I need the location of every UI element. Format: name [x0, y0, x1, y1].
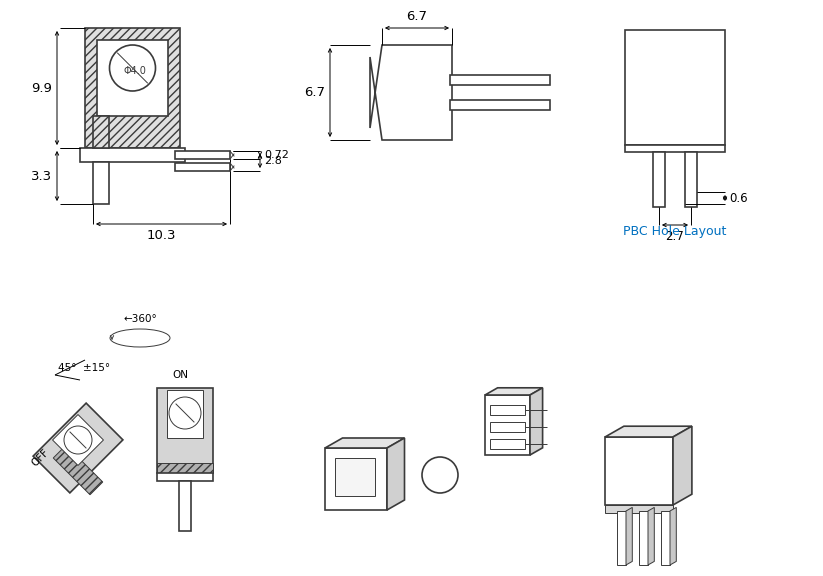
Text: 0.72: 0.72	[264, 150, 289, 160]
Circle shape	[169, 397, 201, 429]
Text: Φ4.0: Φ4.0	[123, 66, 146, 76]
Polygon shape	[605, 437, 673, 505]
Polygon shape	[639, 511, 648, 565]
Text: ←360°: ←360°	[123, 314, 157, 324]
Text: 2.8: 2.8	[264, 156, 281, 166]
Bar	[179, 481, 191, 531]
Bar	[157, 388, 213, 473]
Polygon shape	[648, 507, 654, 565]
Bar	[625, 145, 725, 152]
Polygon shape	[485, 388, 542, 395]
Circle shape	[64, 426, 92, 454]
Text: 6.7: 6.7	[407, 10, 427, 23]
Bar	[450, 100, 550, 110]
Bar	[97, 40, 168, 116]
Bar	[93, 162, 109, 204]
Polygon shape	[325, 438, 404, 448]
Polygon shape	[670, 507, 677, 565]
Circle shape	[109, 45, 156, 91]
Text: 10.3: 10.3	[146, 229, 176, 242]
Bar	[490, 422, 525, 432]
Bar	[80, 148, 185, 162]
Polygon shape	[387, 438, 404, 510]
Polygon shape	[33, 403, 123, 493]
Bar	[175, 151, 230, 159]
Bar	[490, 405, 525, 415]
Circle shape	[422, 457, 458, 493]
Bar	[157, 463, 213, 473]
Text: 2.7: 2.7	[666, 230, 685, 243]
Bar	[157, 473, 213, 481]
Bar	[335, 458, 375, 496]
Polygon shape	[617, 511, 626, 565]
Polygon shape	[661, 511, 670, 565]
Text: OFF: OFF	[30, 448, 50, 469]
Polygon shape	[485, 395, 530, 455]
Polygon shape	[673, 426, 692, 505]
Text: 45°  ±15°: 45° ±15°	[58, 363, 110, 373]
Polygon shape	[530, 388, 542, 455]
Polygon shape	[53, 415, 104, 465]
Polygon shape	[605, 426, 692, 437]
Text: ON: ON	[172, 370, 188, 380]
Bar	[605, 505, 673, 513]
Bar	[625, 30, 725, 145]
Text: PBC Hole Layout: PBC Hole Layout	[623, 225, 727, 238]
Bar	[167, 390, 203, 438]
Polygon shape	[325, 448, 387, 510]
Text: 0.6: 0.6	[729, 191, 747, 204]
Bar	[685, 152, 697, 207]
Text: 9.9: 9.9	[31, 81, 52, 94]
Bar	[450, 75, 550, 85]
Bar	[490, 439, 525, 449]
Bar	[93, 116, 109, 148]
Bar	[653, 152, 665, 207]
Bar	[175, 163, 230, 171]
Bar	[85, 28, 180, 148]
Text: 3.3: 3.3	[31, 169, 52, 183]
Polygon shape	[53, 445, 103, 495]
Text: 6.7: 6.7	[304, 86, 325, 99]
Polygon shape	[626, 507, 632, 565]
